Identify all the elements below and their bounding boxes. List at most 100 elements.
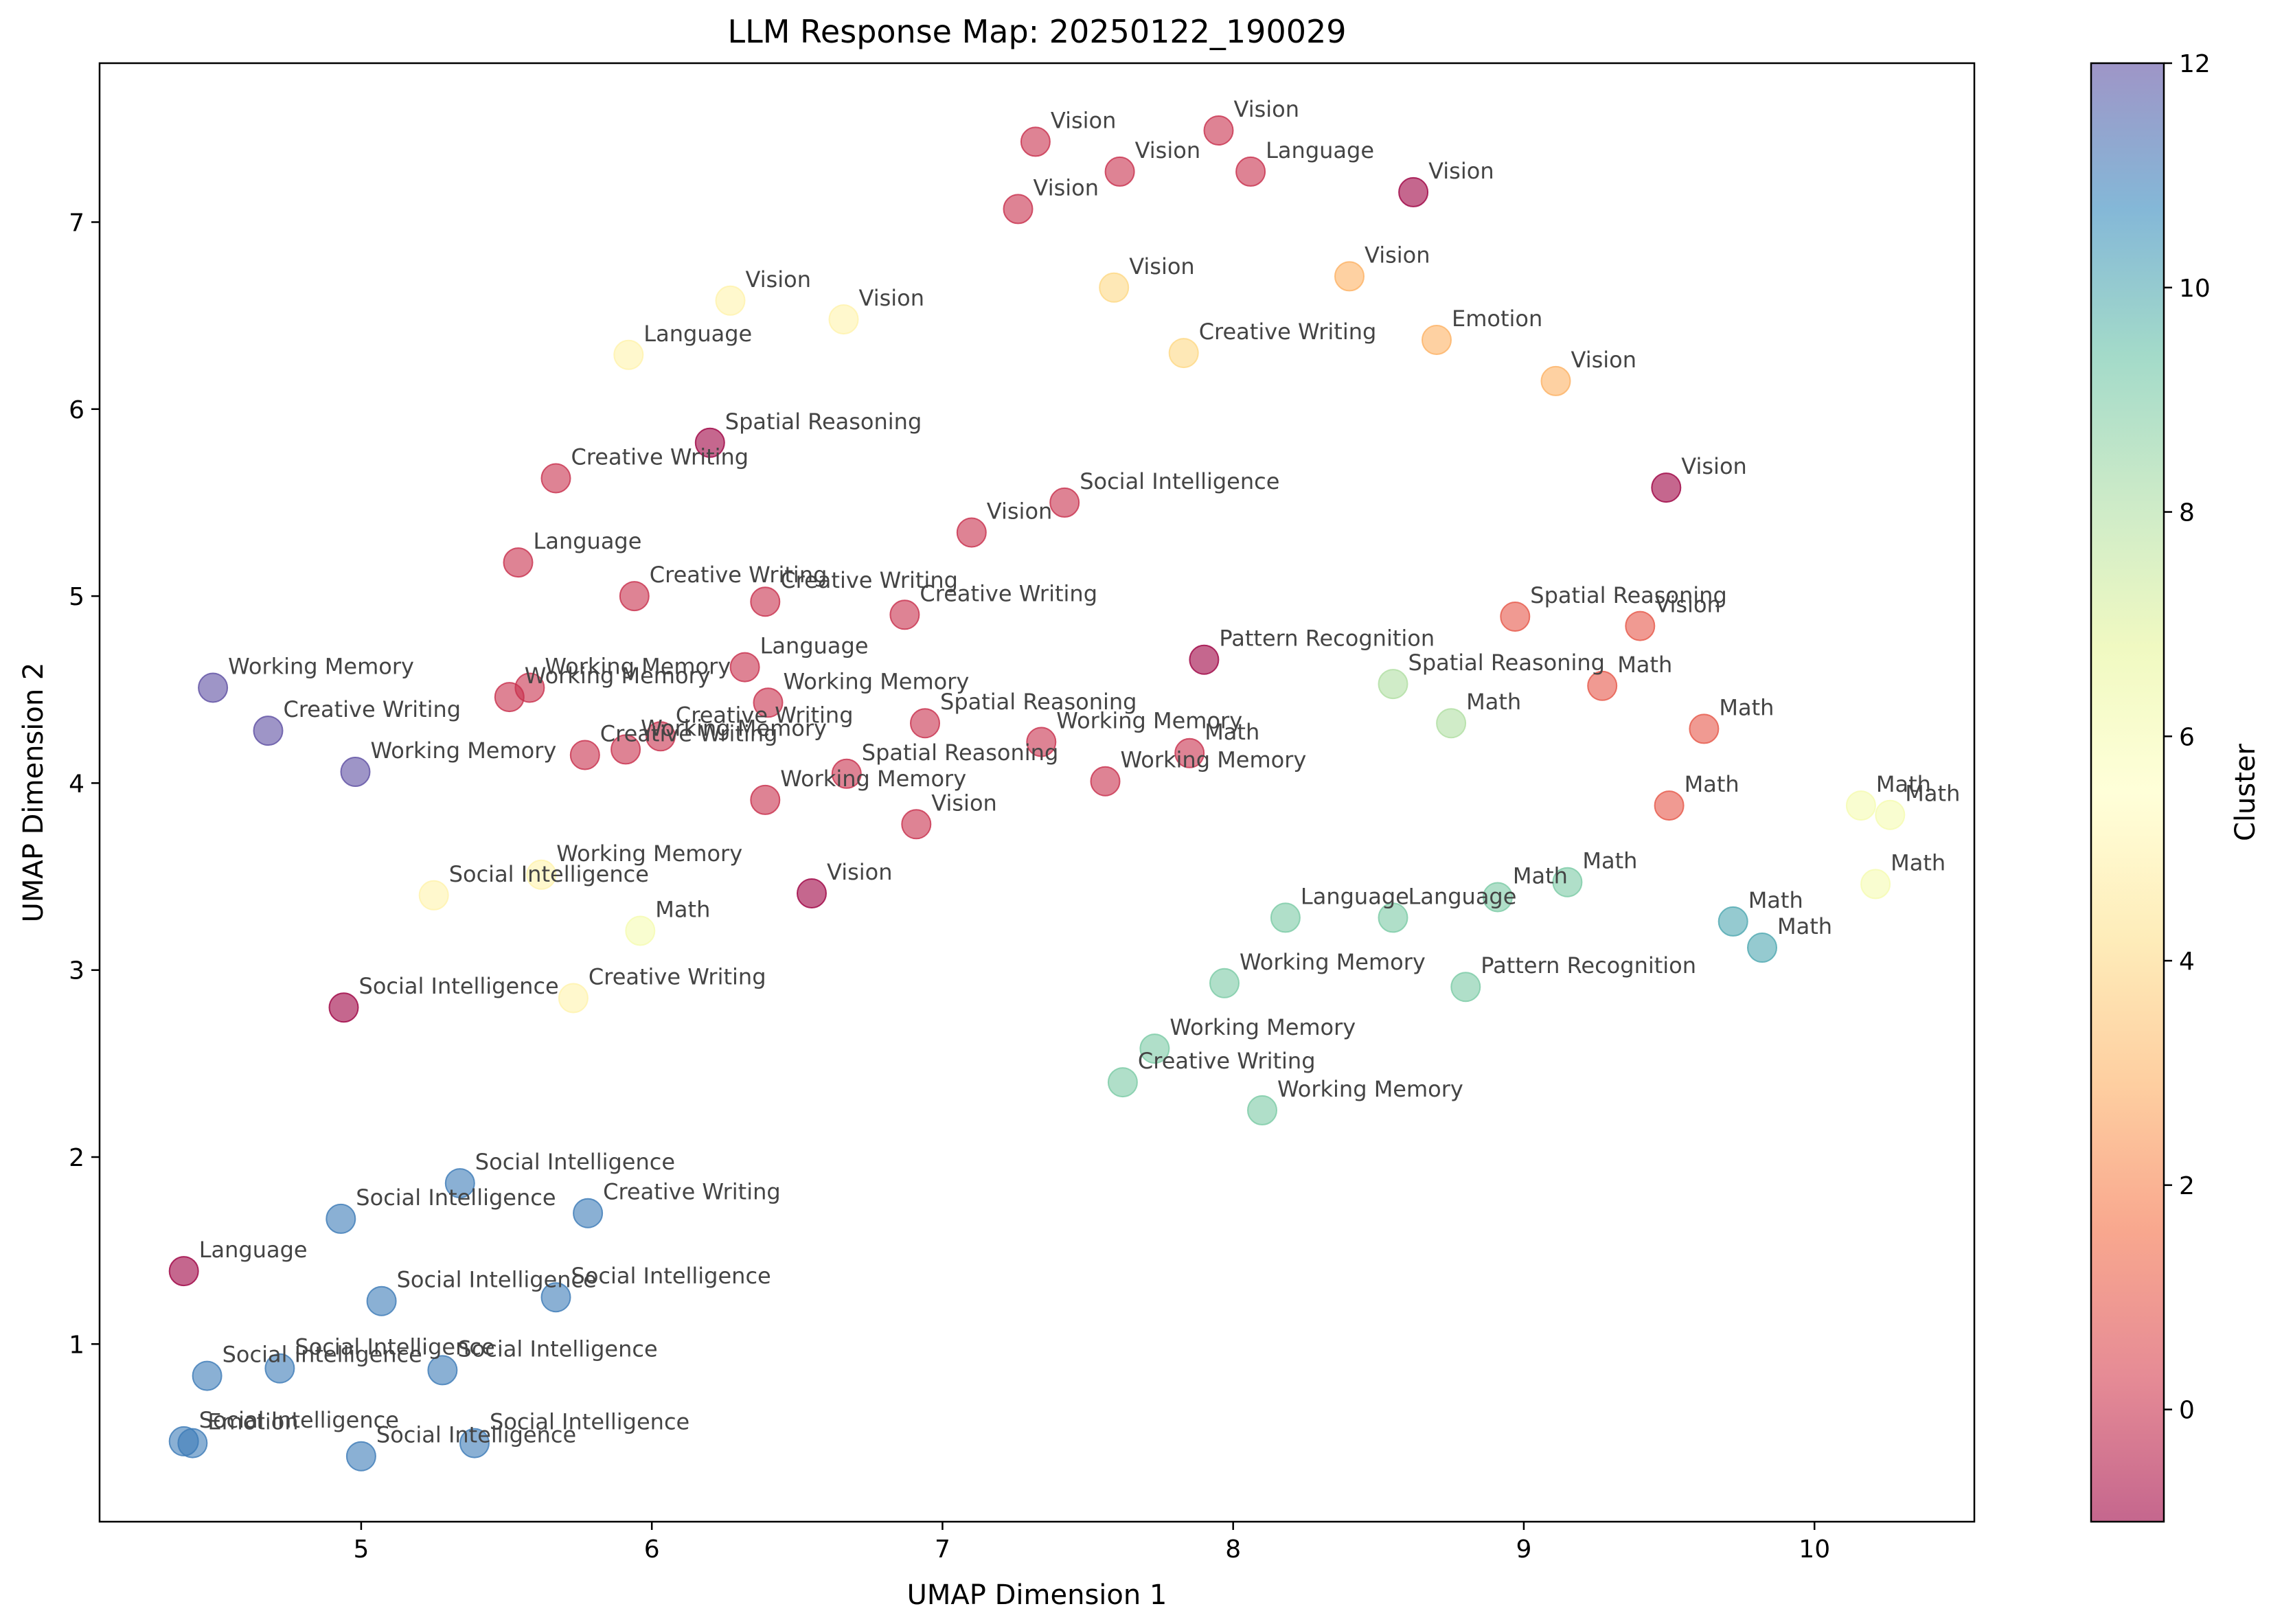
data-point: [715, 285, 746, 316]
x-tick-label: 5: [353, 1535, 369, 1564]
data-point: [828, 304, 859, 335]
point-label: Vision: [987, 499, 1053, 525]
point-label: Vision: [1051, 107, 1117, 133]
data-point: [168, 1256, 199, 1287]
point-label: Creative Writing: [1138, 1048, 1316, 1074]
point-label: Vision: [1681, 453, 1747, 479]
data-point: [797, 878, 827, 908]
point-label: Creative Writing: [920, 580, 1097, 606]
point-label: Creative Writing: [1199, 319, 1377, 345]
point-label: Math: [1685, 771, 1739, 797]
point-label: Language: [760, 633, 869, 659]
data-point: [345, 1441, 376, 1472]
point-label: Working Memory: [1056, 708, 1242, 734]
data-point: [1099, 272, 1130, 303]
point-label: Social Intelligence: [475, 1149, 675, 1175]
x-tick-label: 7: [935, 1535, 950, 1564]
data-point: [1247, 1095, 1277, 1125]
plot-area-frame: [98, 62, 1976, 1523]
data-point: [694, 427, 725, 458]
point-label: Creative Writing: [676, 702, 854, 728]
data-point: [526, 859, 557, 890]
colorbar-tick-label: 8: [2179, 499, 2195, 527]
point-label: Math: [1513, 863, 1568, 889]
point-label: Working Memory: [556, 840, 742, 867]
point-label: Language: [643, 321, 752, 347]
chart-title: LLM Response Map: 20250122_190029: [727, 13, 1346, 50]
data-point: [503, 547, 534, 578]
data-point: [1422, 325, 1452, 355]
data-point: [573, 1198, 604, 1228]
colorbar: [2090, 62, 2165, 1523]
point-label: Creative Writing: [603, 1179, 781, 1205]
data-point: [625, 915, 656, 946]
point-label: Language: [1266, 137, 1374, 163]
point-label: Creative Writing: [284, 696, 461, 722]
data-point: [1026, 727, 1057, 757]
data-point: [1020, 126, 1051, 157]
y-tick-label: 4: [69, 770, 84, 798]
data-point: [1875, 799, 1906, 830]
point-label: Emotion: [1452, 306, 1542, 332]
y-axis-ticks: 1 2 3 4 5 6 7: [69, 209, 100, 1359]
point-label: Social Intelligence: [571, 1263, 771, 1289]
data-point: [1651, 472, 1682, 503]
data-point: [1003, 194, 1034, 225]
point-label: Pattern Recognition: [1219, 626, 1435, 652]
point-label: Social Intelligence: [359, 973, 559, 999]
x-axis-label: UMAP Dimension 1: [907, 1579, 1167, 1611]
point-label: Vision: [1234, 96, 1300, 122]
point-label: Working Memory: [1121, 747, 1307, 773]
data-point: [613, 339, 644, 370]
point-label: Social Intelligence: [457, 1336, 657, 1362]
data-point: [418, 880, 449, 911]
point-label: Working Memory: [1169, 1014, 1356, 1040]
data-point: [494, 682, 525, 713]
point-label: Math: [1748, 887, 1803, 913]
data-point: [1717, 906, 1748, 937]
y-tick-label: 2: [69, 1144, 84, 1172]
point-label: Working Memory: [525, 663, 711, 689]
point-label: Language: [534, 528, 642, 554]
point-label: Vision: [1428, 158, 1494, 184]
point-label: Social Intelligence: [449, 861, 649, 887]
point-label: Creative Writing: [571, 444, 749, 470]
data-point: [910, 708, 940, 739]
point-label: Spatial Reasoning: [940, 689, 1137, 715]
data-point: [1860, 869, 1891, 900]
data-point: [1107, 1067, 1138, 1098]
point-label: Math: [1891, 849, 1945, 876]
colorbar-tick-label: 2: [2179, 1172, 2195, 1200]
point-label: Pattern Recognition: [1481, 952, 1696, 979]
data-point: [1500, 602, 1531, 632]
point-label: Social Intelligence: [199, 1407, 399, 1433]
point-label: Working Memory: [784, 668, 970, 694]
data-point: [610, 734, 641, 765]
data-point: [264, 1353, 295, 1384]
data-point: [1139, 1033, 1170, 1064]
point-label: Working Memory: [228, 654, 414, 680]
point-label: Social Intelligence: [1080, 468, 1279, 494]
point-label: Social Intelligence: [295, 1334, 494, 1360]
point-label: Language: [1408, 883, 1517, 909]
colorbar-label: Cluster: [2230, 743, 2261, 841]
data-point: [326, 1203, 356, 1234]
point-label: Vision: [1571, 347, 1637, 373]
data-point: [427, 1355, 458, 1386]
point-label: Language: [1301, 883, 1409, 909]
data-point: [1189, 644, 1220, 675]
point-label: Creative Writing: [650, 562, 828, 588]
data-point: [729, 652, 760, 683]
data-point: [1689, 713, 1720, 744]
data-point: [1270, 902, 1301, 933]
point-label: Vision: [1655, 592, 1721, 618]
data-point: [328, 992, 359, 1023]
point-label: Math: [1205, 719, 1259, 745]
data-point: [569, 740, 600, 770]
data-point: [1049, 487, 1080, 518]
point-label: Working Memory: [780, 766, 966, 792]
data-point: [1845, 790, 1876, 821]
point-label: Math: [1876, 771, 1931, 797]
data-points: [168, 115, 1906, 1472]
